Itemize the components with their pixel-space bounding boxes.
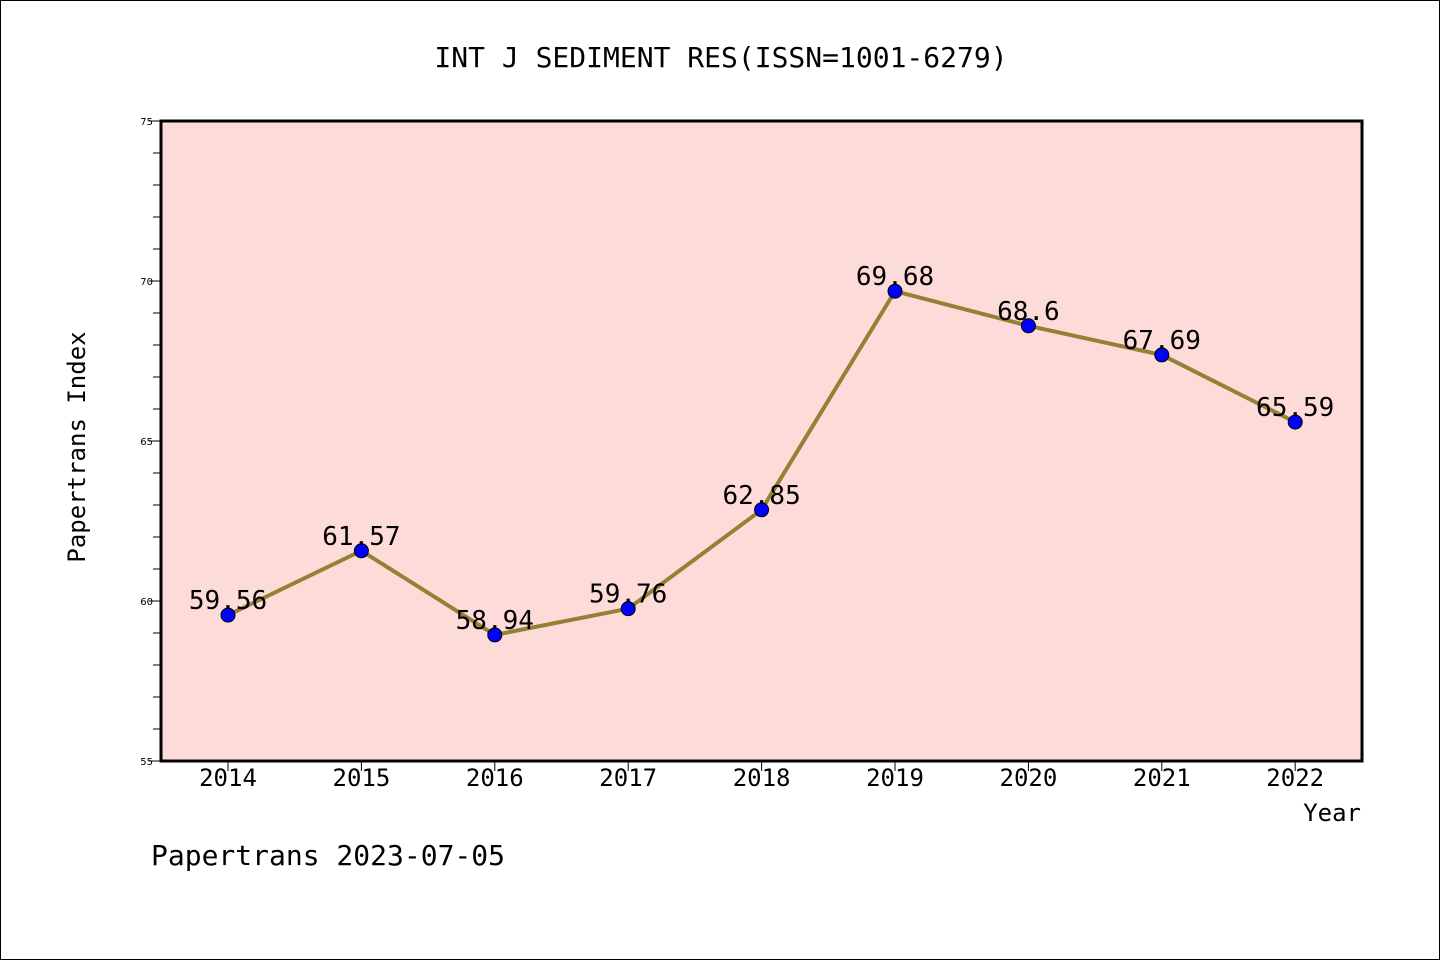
footer-text: Papertrans 2023-07-05: [151, 839, 505, 872]
y-tick-label: 60: [140, 597, 153, 608]
data-point: [1287, 414, 1303, 430]
data-label: 67.69: [1123, 326, 1201, 356]
data-point: [1020, 318, 1036, 334]
x-axis-label: Year: [1303, 799, 1361, 827]
data-label: 59.56: [189, 586, 267, 616]
y-tick-label: 65: [140, 437, 153, 448]
x-tick-label: 2016: [466, 764, 524, 792]
data-label: 61.57: [322, 522, 400, 552]
data-markers: [220, 283, 1303, 643]
data-labels: 59.56 61.57 58.94 59.76 62.85 69.68 68.6 67.69 6…: [189, 262, 1334, 636]
data-point: [887, 283, 903, 299]
data-label: 68.6: [997, 297, 1060, 327]
x-tick-label: 2019: [866, 764, 924, 792]
x-tick-label: 2022: [1266, 764, 1324, 792]
x-tick-label: 2015: [333, 764, 391, 792]
data-label: 65.59: [1256, 393, 1334, 423]
x-tick-label: 2020: [1000, 764, 1058, 792]
y-tick-label: 75: [140, 117, 153, 128]
data-point: [1154, 347, 1170, 363]
data-point: [353, 543, 369, 559]
y-tick-label: 55: [140, 757, 153, 768]
y-axis: 55 60 65 70 75: [140, 117, 161, 768]
data-point: [620, 601, 636, 617]
data-label: 59.76: [589, 580, 667, 610]
x-tick-label: 2014: [199, 764, 257, 792]
x-tick-label: 2021: [1133, 764, 1191, 792]
x-tick-label: 2017: [599, 764, 657, 792]
data-point: [487, 627, 503, 643]
data-point: [754, 502, 770, 518]
plot-area: [159, 119, 1364, 763]
x-tick-label: 2018: [733, 764, 791, 792]
data-label: 58.94: [456, 606, 534, 636]
y-axis-label: Papertrans Index: [63, 331, 91, 562]
data-label: 69.68: [856, 262, 934, 292]
data-point: [220, 607, 236, 623]
data-label: 62.85: [722, 481, 800, 511]
y-tick-label: 70: [140, 277, 153, 288]
x-axis: 2014 2015 2016 2017 2018 2019 2020 2021 2022: [199, 761, 1324, 792]
chart-title: INT J SEDIMENT RES(ISSN=1001-6279): [434, 41, 1007, 74]
